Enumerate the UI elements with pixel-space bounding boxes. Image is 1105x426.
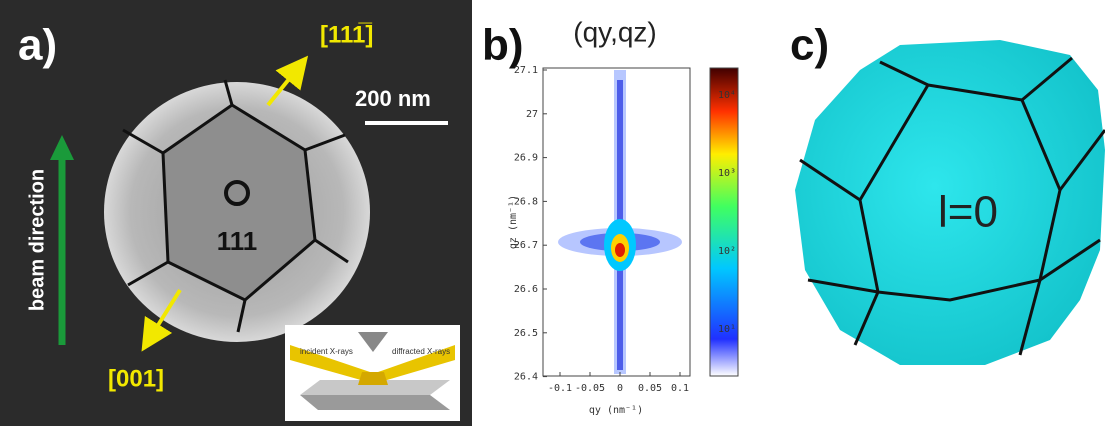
inset-label: incident X-rays	[300, 347, 353, 356]
panel-b: b) (qy,qz) qz (nm⁻¹) qy (nm⁻¹) 27.1 27 26.…	[482, 16, 739, 416]
y-tick-label: 26.8	[514, 196, 538, 207]
panel-title: (qy,qz)	[573, 16, 657, 47]
panel-c: c) l=0	[790, 21, 1105, 365]
y-axis-label: qz (nm⁻¹)	[508, 195, 519, 249]
x-tick-label: 0.1	[671, 383, 689, 394]
scale-label: 200 nm	[355, 86, 431, 111]
x-tick-label: -0.05	[575, 383, 605, 394]
panel-label: c)	[790, 21, 829, 70]
facet-edges	[799, 56, 1105, 356]
facet-label: l=0	[938, 188, 998, 237]
beam-arrow-head	[50, 135, 74, 160]
direction-label: [001]	[108, 365, 164, 392]
colorbar	[709, 67, 739, 377]
y-tick-label: 26.6	[514, 284, 538, 295]
arrow	[141, 288, 182, 352]
facet-label: 111	[217, 226, 258, 256]
x-tick-label: 0.05	[638, 383, 662, 394]
y-tick-label: 26.4	[514, 372, 538, 383]
arrow	[266, 55, 309, 107]
direction-label: [111̅]	[320, 21, 373, 48]
x-tick-label: -0.1	[548, 383, 572, 394]
panel-label: a)	[18, 21, 57, 70]
y-tick-label: 27.1	[514, 65, 538, 76]
y-tick-label: 26.7	[514, 240, 538, 251]
colorbar-tick-label: 10³	[718, 168, 736, 179]
x-axis-label: qy (nm⁻¹)	[589, 405, 643, 416]
y-tick-label: 26.9	[514, 153, 538, 164]
y-tick-label: 26.5	[514, 328, 538, 339]
colorbar-tick-label: 10¹	[718, 324, 736, 335]
edges	[122, 79, 349, 333]
panel-a: 111 a) [111̅] 200 nm beam direction [001…	[0, 0, 472, 426]
panel-label: b)	[482, 21, 524, 70]
inset: incident X-rays diffracted X-rays	[285, 325, 460, 421]
y-tick-label: 27	[526, 109, 538, 120]
inset-label: diffracted X-rays	[392, 347, 450, 356]
colorbar-tick-label: 10⁴	[718, 90, 736, 101]
beam-spot	[224, 180, 250, 206]
beam-label: beam direction	[26, 169, 48, 311]
x-tick-label: 0	[617, 383, 623, 394]
colorbar-tick-label: 10²	[718, 246, 736, 257]
diffraction-pattern	[558, 70, 682, 374]
